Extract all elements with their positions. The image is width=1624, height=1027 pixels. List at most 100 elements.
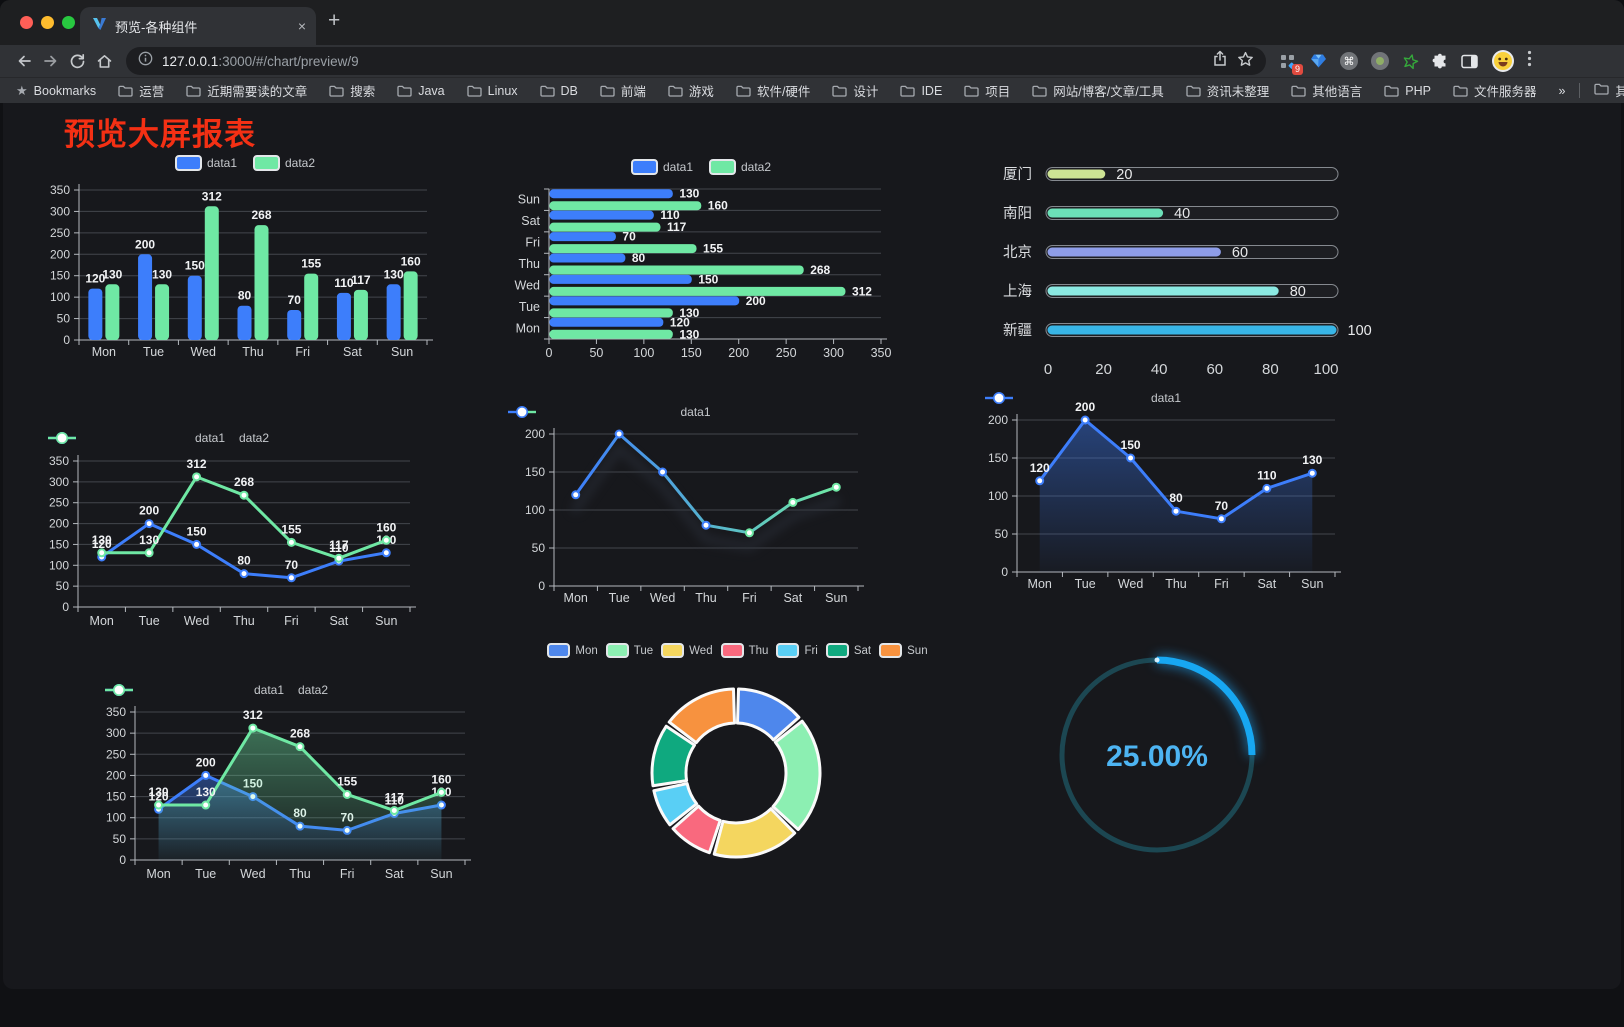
svg-text:Sat: Sat <box>783 591 802 605</box>
new-tab-button[interactable]: + <box>328 9 341 32</box>
side-panel-icon[interactable] <box>1461 54 1478 69</box>
svg-text:100: 100 <box>50 290 70 304</box>
legend-item-Sun[interactable]: Sun <box>879 643 928 658</box>
bookmark-star-icon[interactable] <box>1237 51 1254 72</box>
svg-text:110: 110 <box>334 276 354 290</box>
svg-text:Wed: Wed <box>191 345 217 359</box>
bookmarks-overflow-button[interactable]: » <box>1558 83 1566 98</box>
chart-legend: data1 data2 <box>105 683 477 697</box>
other-bookmarks-folder[interactable]: 其他书签 <box>1594 81 1624 100</box>
minimize-window-icon[interactable] <box>41 16 54 29</box>
extension-puzzle-icon[interactable] <box>1432 53 1448 69</box>
site-info-icon[interactable] <box>138 51 153 71</box>
tab-close-icon[interactable]: × <box>297 18 306 34</box>
reload-icon[interactable] <box>64 53 91 70</box>
share-icon[interactable] <box>1212 50 1228 72</box>
address-bar[interactable]: 127.0.0.1:3000/#/chart/preview/9 <box>126 47 1266 75</box>
progress-ring-chart[interactable]: 25.00% <box>1040 635 1275 877</box>
maximize-window-icon[interactable] <box>62 16 75 29</box>
forward-icon[interactable] <box>37 52 64 70</box>
svg-text:130: 130 <box>384 267 404 281</box>
svg-text:200: 200 <box>50 247 70 261</box>
horizontal-bar-chart[interactable]: 0 50 100 150 200 250 300 350 Sun 130 160 Sat 110 117 F… <box>505 155 897 370</box>
grouped-bar-chart[interactable]: 0 50 100 150 200 250 300 350 Mon Tue Wed Thu Fri Sat S… <box>45 150 445 368</box>
svg-text:100: 100 <box>49 558 69 572</box>
extension-command-icon[interactable]: ⌘ <box>1340 52 1358 70</box>
close-window-icon[interactable] <box>20 16 33 29</box>
two-series-line-chart[interactable]: 0 50 100 150 200 250 300 350 Mon Tue Wed Thu Fri Sat S… <box>48 425 416 640</box>
back-icon[interactable] <box>10 52 37 70</box>
url-host: 127.0.0.1 <box>162 53 219 69</box>
svg-text:Mon: Mon <box>90 614 114 628</box>
bookmark-folder[interactable]: DB <box>539 84 578 98</box>
bookmark-folder[interactable]: 设计 <box>832 81 878 100</box>
svg-text:130: 130 <box>679 187 699 201</box>
legend-item-data2[interactable]: data2 <box>709 159 771 175</box>
legend-item-data2[interactable]: data2 <box>105 683 328 697</box>
home-icon[interactable] <box>91 53 118 70</box>
svg-text:Wed: Wed <box>240 867 266 881</box>
bookmark-folder[interactable]: 近期需要读的文章 <box>186 81 307 100</box>
svg-text:Fri: Fri <box>1214 577 1229 591</box>
svg-text:Tue: Tue <box>143 345 164 359</box>
svg-text:350: 350 <box>106 705 126 719</box>
legend-item-Fri[interactable]: Fri <box>776 643 818 658</box>
bookmark-folder[interactable]: 前端 <box>600 81 646 100</box>
svg-text:130: 130 <box>679 306 699 320</box>
legend-item-data2[interactable]: data2 <box>253 155 315 171</box>
svg-text:130: 130 <box>92 533 112 547</box>
bookmark-folder[interactable]: 项目 <box>964 81 1010 100</box>
bookmark-folder[interactable]: PHP <box>1384 84 1431 98</box>
extension-star-icon[interactable] <box>1402 53 1419 70</box>
donut-chart[interactable]: Mon Tue Wed Thu Fri Sat Sun <box>545 640 930 875</box>
bookmark-folder[interactable]: 搜索 <box>329 81 375 100</box>
extension-grid-icon[interactable]: 9 <box>1280 53 1303 75</box>
city-progress-chart[interactable]: 厦门 20 南阳 40 北京 60 上海 80 新疆 100 0 20 40 60 80 100 <box>990 152 1375 387</box>
bookmarks-root[interactable]: ★ Bookmarks <box>16 83 96 99</box>
gradient-line-chart[interactable]: 0 50 100 150 200 Mon Tue Wed Thu Fri Sat Sun data1 <box>508 400 883 612</box>
legend-item-Sat[interactable]: Sat <box>825 643 871 658</box>
svg-text:200: 200 <box>728 346 749 360</box>
legend-item-data1[interactable]: data1 <box>174 155 237 171</box>
bookmark-folder[interactable]: 游戏 <box>668 81 714 100</box>
bookmark-folder[interactable]: 资讯未整理 <box>1186 81 1269 100</box>
legend-item-Thu[interactable]: Thu <box>720 643 768 658</box>
svg-text:50: 50 <box>589 346 603 360</box>
legend-item-data2[interactable]: data2 <box>48 431 269 445</box>
legend-item-data1[interactable]: data1 <box>105 683 284 697</box>
svg-text:150: 150 <box>698 272 718 286</box>
svg-text:120: 120 <box>149 789 169 803</box>
profile-avatar[interactable] <box>1491 49 1515 73</box>
svg-text:Sun: Sun <box>1301 577 1323 591</box>
extension-record-icon[interactable] <box>1371 52 1389 70</box>
svg-text:Sat: Sat <box>329 614 348 628</box>
legend-item-data1[interactable]: data1 <box>630 159 693 175</box>
legend-item-data1[interactable]: data1 <box>985 391 1181 405</box>
bookmark-folder[interactable]: 软件/硬件 <box>736 81 810 100</box>
svg-text:Fri: Fri <box>284 614 299 628</box>
legend-item-Tue[interactable]: Tue <box>605 643 653 658</box>
legend-item-Wed[interactable]: Wed <box>661 643 713 658</box>
extension-gem-icon[interactable] <box>1310 53 1327 69</box>
bookmark-folder[interactable]: IDE <box>900 84 942 98</box>
legend-item-data1[interactable]: data1 <box>508 405 711 419</box>
bookmark-folder[interactable]: Java <box>397 84 445 98</box>
bookmark-folder[interactable]: 其他语言 <box>1291 81 1362 100</box>
two-series-area-chart[interactable]: 0 50 100 150 200 250 300 350 Mon Tue Wed Thu Fri Sat S… <box>105 678 477 890</box>
legend-item-Mon[interactable]: Mon <box>547 643 598 658</box>
menu-icon[interactable] <box>1527 50 1532 72</box>
svg-text:300: 300 <box>49 475 69 489</box>
single-area-chart[interactable]: 0 50 100 150 200 Mon Tue Wed Thu Fri Sat Sun 120 200 1… <box>985 388 1347 598</box>
bookmark-folder[interactable]: Linux <box>466 84 518 98</box>
bookmark-folder[interactable]: 运营 <box>118 81 164 100</box>
svg-text:20: 20 <box>1095 361 1112 378</box>
bookmark-folder[interactable]: 文件服务器 <box>1453 81 1536 100</box>
bookmark-folder[interactable]: 网站/博客/文章/工具 <box>1032 81 1164 100</box>
svg-text:268: 268 <box>810 263 830 277</box>
browser-tab[interactable]: 预览-各种组件 × <box>80 7 316 45</box>
legend-item-data1[interactable]: data1 <box>48 431 225 445</box>
svg-text:200: 200 <box>106 768 126 782</box>
svg-text:Fri: Fri <box>742 591 757 605</box>
svg-text:Thu: Thu <box>1165 577 1187 591</box>
svg-text:Sat: Sat <box>1257 577 1276 591</box>
